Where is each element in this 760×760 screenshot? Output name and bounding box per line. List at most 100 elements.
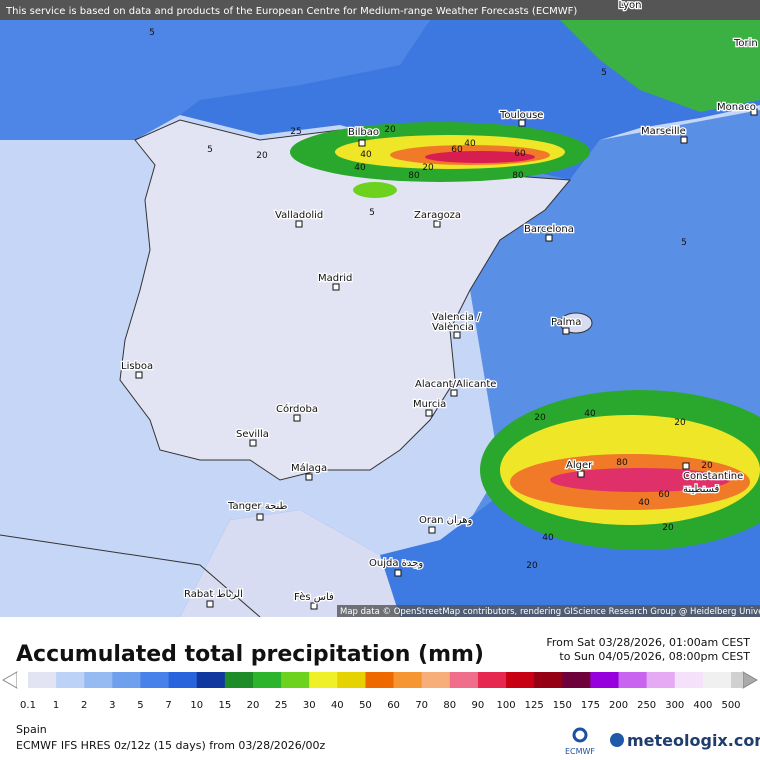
city-marker	[750, 108, 758, 116]
contour-label: 5	[681, 238, 687, 248]
city-label: Monaco	[717, 102, 756, 113]
contour-label: 20	[422, 163, 434, 173]
legend-swatch	[84, 672, 113, 688]
legend-label: 2	[81, 700, 87, 711]
legend-swatch	[140, 672, 170, 688]
legend-label: 1	[53, 700, 59, 711]
city-marker	[425, 409, 433, 417]
contour-label: 20	[384, 125, 396, 135]
legend-swatch	[112, 672, 141, 688]
city-label: Oran وهران	[419, 515, 473, 526]
legend-label: 400	[693, 700, 712, 711]
contour-label: 40	[464, 139, 476, 149]
city-marker	[518, 119, 526, 127]
legend-label: 200	[609, 700, 628, 711]
city-marker	[433, 220, 441, 228]
city-marker	[394, 569, 402, 577]
city-marker	[545, 234, 553, 242]
city-label: Toulouse	[499, 110, 543, 121]
morocco	[180, 510, 400, 617]
city-marker	[332, 283, 340, 291]
city-marker	[310, 602, 318, 610]
city-marker	[682, 462, 690, 470]
legend-swatch	[562, 672, 591, 688]
city-label: Barcelona	[524, 224, 574, 235]
rain-band	[550, 468, 730, 492]
contour-label: 80	[512, 171, 524, 181]
ecmwf-logo	[572, 727, 588, 743]
city-marker	[293, 414, 301, 422]
legend-label: 30	[303, 700, 316, 711]
city-marker	[295, 220, 303, 228]
legend-swatch	[17, 672, 28, 688]
city-label: قسنطينة	[683, 484, 720, 495]
legend-swatch	[168, 672, 198, 688]
city-label: Valladolid	[275, 210, 323, 221]
legend-swatch	[393, 672, 423, 688]
city-label: Córdoba	[276, 403, 318, 415]
city-marker	[562, 327, 570, 335]
city-marker	[450, 389, 458, 397]
contour-label: 20	[674, 418, 686, 428]
legend-swatch	[281, 672, 310, 688]
legend-label: 25	[275, 700, 288, 711]
city-marker	[206, 600, 214, 608]
contour-label: 25	[290, 127, 301, 137]
city-label: Madrid	[318, 273, 352, 284]
notice: This service is based on data and produc…	[5, 6, 577, 17]
city-label: Lyon	[618, 0, 641, 11]
city-label: Zaragoza	[414, 210, 461, 221]
legend-label: 10	[190, 700, 203, 711]
contour-label: 60	[514, 149, 526, 159]
legend-label: 40	[331, 700, 344, 711]
legend-panel	[0, 617, 760, 760]
city-label: Constantine	[683, 471, 743, 482]
contour-label: 5	[207, 145, 213, 155]
legend-swatch	[590, 672, 620, 688]
legend-label: 50	[359, 700, 372, 711]
legend-label: 80	[443, 700, 456, 711]
from-date: From Sat 03/28/2026, 01:00am CEST	[546, 636, 750, 649]
legend-label: 300	[665, 700, 684, 711]
attribution: Map data © OpenStreetMap contributors, r…	[340, 607, 760, 617]
city-label: Torin	[733, 38, 758, 49]
legend-swatch	[618, 672, 648, 688]
city-label: Alacant/Alicante	[415, 379, 496, 390]
legend-label: 100	[496, 700, 515, 711]
contour-label: 40	[584, 409, 596, 419]
to-date: to Sun 04/05/2026, 08:00pm CEST	[559, 650, 750, 663]
legend-swatch	[309, 672, 338, 688]
biscay	[0, 20, 430, 140]
legend-swatch	[365, 672, 395, 688]
contour-label: 5	[601, 68, 607, 78]
city-label: Valencia /	[432, 312, 481, 323]
map: This service is based on data and produc…	[0, 0, 760, 618]
legend-swatch	[449, 672, 479, 688]
city-label: Marseille	[641, 126, 686, 137]
contour-label: 20	[526, 561, 538, 571]
legend-label: 0.1	[20, 700, 36, 711]
brand: meteologix.com	[627, 731, 760, 750]
contour-label: 60	[658, 490, 670, 500]
city-label: Sevilla	[236, 429, 269, 440]
legend-label: 70	[415, 700, 428, 711]
city-label: Bilbao	[348, 127, 379, 138]
legend-label: 3	[109, 700, 115, 711]
notice-bar	[0, 0, 760, 20]
contour-label: 80	[408, 171, 420, 181]
contour-label: 20	[701, 461, 713, 471]
legend-label: 5	[137, 700, 143, 711]
legend-swatch	[702, 672, 732, 688]
legend-swatch	[731, 672, 743, 688]
city-label: València	[432, 321, 474, 333]
brand-logo	[610, 733, 624, 747]
legend-swatch	[506, 672, 535, 688]
legend-label: 7	[165, 700, 171, 711]
legend-label: 90	[472, 700, 485, 711]
contour-label: 80	[616, 458, 628, 468]
city-label: Rabat الرباط	[184, 589, 243, 600]
legend-swatch	[477, 672, 507, 688]
contour-label: 60	[451, 145, 463, 155]
model-info: ECMWF IFS HRES 0z/12z (15 days) from 03/…	[16, 739, 326, 752]
